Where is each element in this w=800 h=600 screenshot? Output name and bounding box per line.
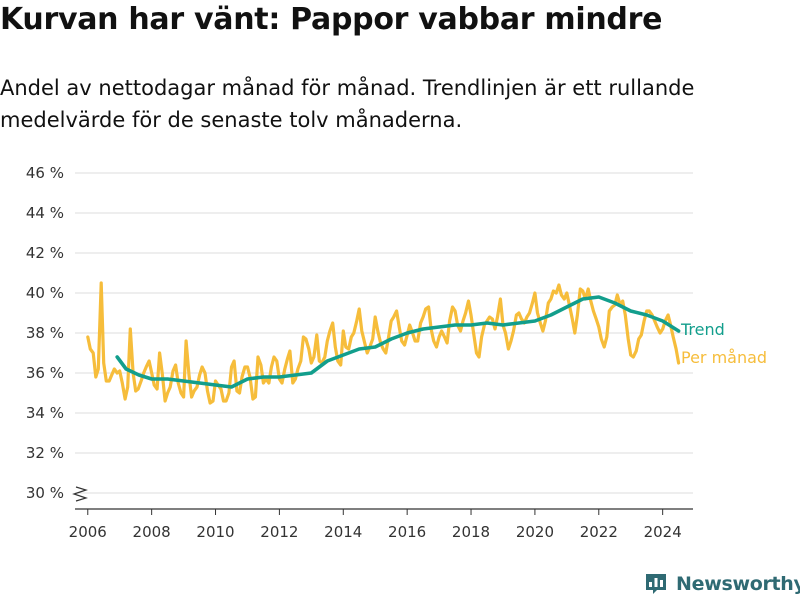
axis-break-mark	[72, 486, 88, 502]
y-tick-label: 36 %	[26, 364, 64, 382]
series-line-per-manad	[86, 281, 681, 405]
axes	[72, 486, 693, 515]
series-label-trend: Trend	[680, 320, 725, 339]
series-labels: Trend Per månad	[680, 320, 767, 367]
y-axis-tick-labels: 30 % 32 % 34 % 36 % 38 % 40 % 42 % 44 % 46 %	[26, 164, 64, 502]
gridlines	[75, 172, 693, 494]
x-axis-tick-labels: 2006 2008 2010 2012 2014 2016 2018 2020 2022 2024	[69, 523, 682, 541]
y-tick-label: 44 %	[26, 204, 64, 222]
chart-subtitle: Andel av nettodagar månad för månad. Tre…	[0, 76, 695, 132]
y-tick-label: 46 %	[26, 164, 64, 182]
x-tick-label: 2008	[133, 523, 171, 541]
x-tick-label: 2006	[69, 523, 107, 541]
y-tick-label: 32 %	[26, 444, 64, 462]
y-tick-label: 38 %	[26, 324, 64, 342]
brand-name: Newsworthy	[676, 573, 800, 595]
bar-chart-badge-icon	[646, 574, 666, 594]
x-tick-label: 2018	[452, 523, 490, 541]
series-line-trend	[115, 295, 681, 389]
y-tick-label: 30 %	[26, 484, 64, 502]
x-tick-label: 2010	[196, 523, 234, 541]
x-tick-label: 2022	[580, 523, 618, 541]
series-label-per-manad: Per månad	[681, 348, 767, 367]
brand: Newsworthy	[644, 568, 800, 600]
y-tick-label: 40 %	[26, 284, 64, 302]
chart-title: Kurvan har vänt: Pappor vabbar mindre	[0, 2, 663, 37]
x-tick-label: 2014	[324, 523, 362, 541]
y-tick-label: 42 %	[26, 244, 64, 262]
x-tick-label: 2012	[260, 523, 298, 541]
x-tick-label: 2016	[388, 523, 426, 541]
x-tick-label: 2024	[644, 523, 682, 541]
series-lines	[86, 281, 681, 405]
x-tick-label: 2020	[516, 523, 554, 541]
y-tick-label: 34 %	[26, 404, 64, 422]
